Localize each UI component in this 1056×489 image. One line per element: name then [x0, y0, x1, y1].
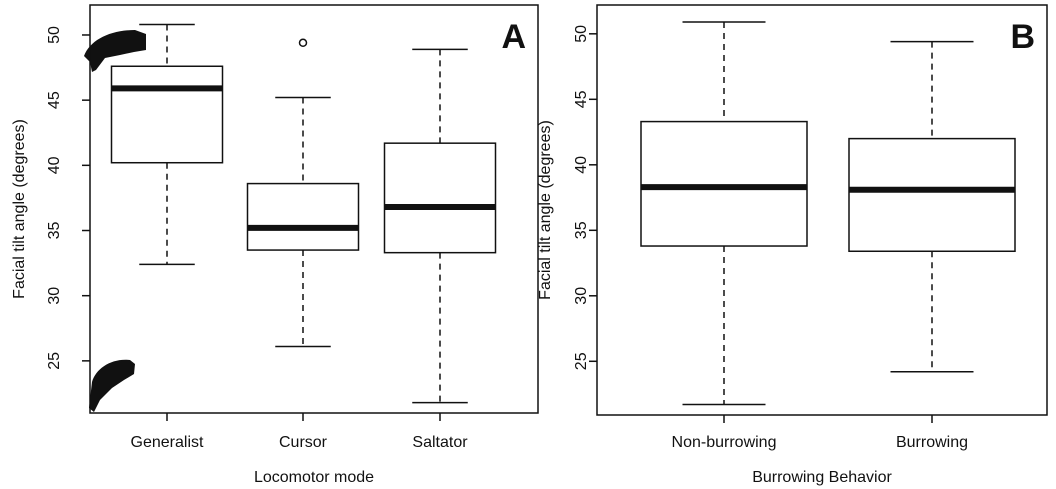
y-tick-label: 50 [573, 25, 590, 43]
y-tick-label: 30 [46, 287, 63, 305]
y-tick-label: 35 [573, 221, 590, 239]
x-tick-label: Cursor [279, 434, 328, 451]
y-tick-label: 35 [46, 222, 63, 240]
box [385, 143, 496, 252]
x-axis-label: Burrowing Behavior [752, 469, 892, 486]
panel-label: A [501, 18, 526, 56]
y-tick-label: 25 [46, 352, 63, 370]
y-tick-label: 50 [46, 26, 63, 44]
skull-icon [89, 360, 135, 412]
x-tick-label: Generalist [131, 434, 204, 451]
y-tick-label: 45 [573, 90, 590, 108]
y-tick-label: 40 [46, 156, 63, 174]
box [641, 122, 807, 246]
y-axis-label: Facial tilt angle (degrees) [537, 120, 554, 300]
page: {"chart_data": [ {"type": "box", "panel_… [0, 0, 1056, 489]
y-tick-label: 30 [573, 287, 590, 305]
box [849, 139, 1015, 252]
y-tick-label: 40 [573, 156, 590, 174]
outlier [300, 39, 307, 46]
figure: A 25 30 35 40 45 50 Facial tilt angle (degrees)… [0, 0, 1056, 489]
box [112, 66, 223, 162]
x-axis-label: Locomotor mode [254, 469, 374, 486]
box [248, 184, 359, 250]
y-tick-label: 25 [573, 352, 590, 370]
x-tick-label: Burrowing [896, 434, 968, 451]
x-tick-label: Saltator [412, 434, 468, 451]
y-tick-label: 45 [46, 91, 63, 109]
x-tick-label: Non-burrowing [672, 434, 777, 451]
panel-label: B [1010, 18, 1035, 56]
y-axis-label: Facial tilt angle (degrees) [11, 119, 28, 299]
